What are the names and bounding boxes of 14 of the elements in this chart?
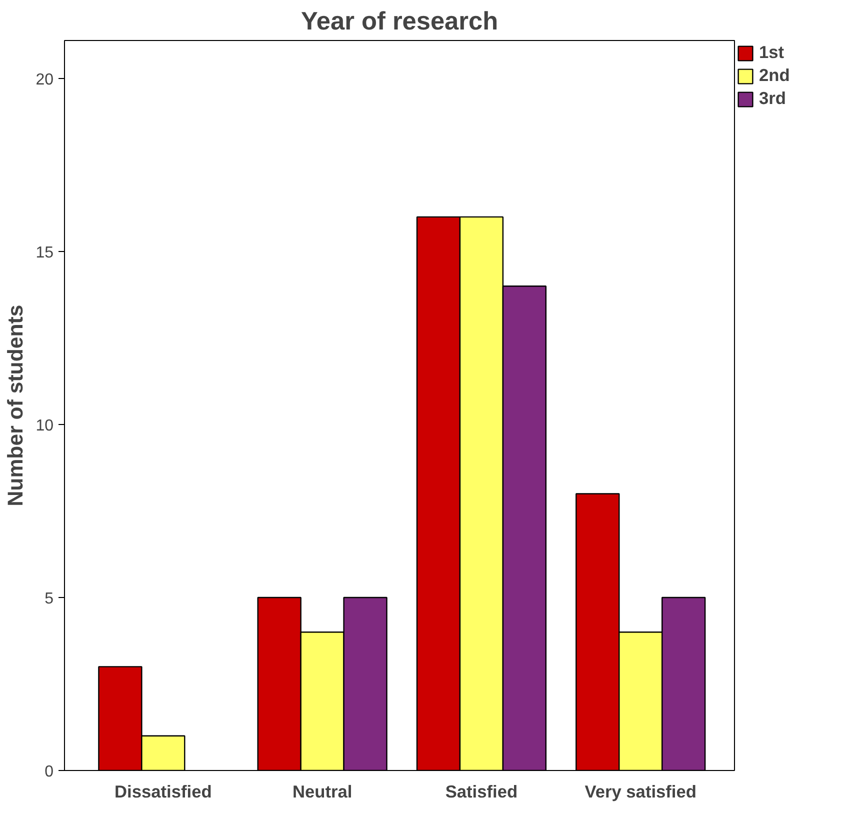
legend-label: 1st [759,42,784,63]
y-tick-label: 20 [36,72,54,89]
legend-label: 2nd [759,65,790,86]
x-tick-label: Very satisfied [584,782,696,802]
legend-label: 3rd [759,88,786,109]
y-tick-label: 0 [44,764,54,780]
chart-title: Year of research [300,8,498,36]
x-tick-label: Satisfied [445,782,518,802]
x-tick-label: Neutral [292,782,352,802]
y-tick-label: 15 [36,244,54,262]
y-axis-title: Number of students [4,304,28,506]
x-tick-label: Dissatisfied [114,782,212,802]
y-tick-label: 5 [44,590,54,608]
y-tick-label: 10 [36,418,54,435]
